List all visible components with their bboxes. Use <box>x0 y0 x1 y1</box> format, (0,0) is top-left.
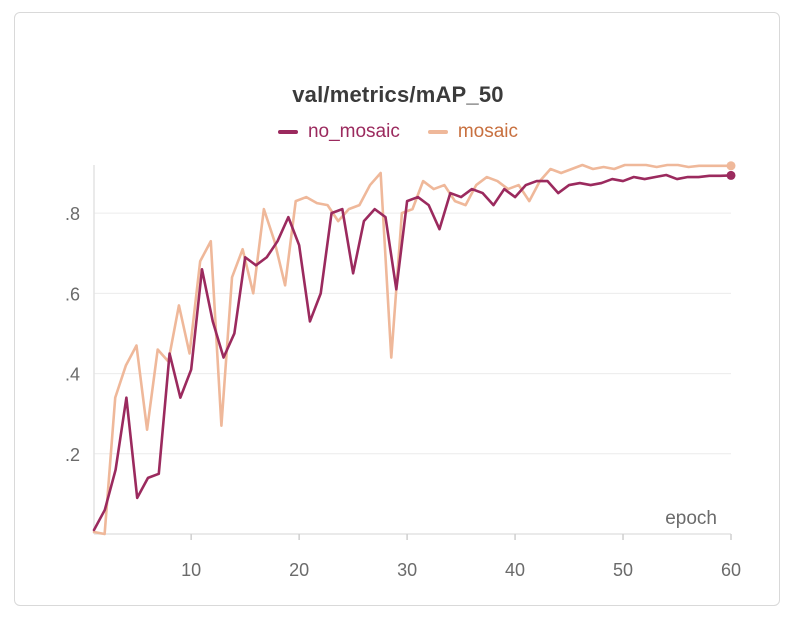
legend-item-no-mosaic[interactable]: no_mosaic <box>277 121 400 143</box>
x-tick-label: 10 <box>181 560 201 580</box>
y-tick-label: .4 <box>65 365 80 385</box>
x-axis-label: epoch <box>665 508 717 529</box>
y-tick-label: .2 <box>65 445 80 465</box>
end-marker-mosaic <box>726 161 736 171</box>
end-marker-no-mosaic <box>726 170 736 180</box>
series-lines <box>92 161 736 536</box>
x-tick-label: 20 <box>289 560 309 580</box>
x-tick-label: 50 <box>613 560 633 580</box>
y-tick-label: .8 <box>65 204 80 224</box>
chart-card <box>14 12 780 606</box>
series-line-mosaic <box>92 163 733 536</box>
legend-swatch-no-mosaic <box>277 130 298 134</box>
x-tick-label: 60 <box>721 560 741 580</box>
chart-legend: no_mosaic mosaic <box>0 121 796 143</box>
legend-swatch-mosaic <box>427 130 448 134</box>
chart-title: val/metrics/mAP_50 <box>292 82 504 107</box>
series-line-no-mosaic <box>92 173 733 532</box>
axes <box>93 165 732 540</box>
y-tick-label: .6 <box>65 284 80 304</box>
legend-item-mosaic[interactable]: mosaic <box>427 121 519 143</box>
legend-label-no-mosaic: no_mosaic <box>307 121 400 142</box>
x-tick-label: 40 <box>505 560 525 580</box>
grid-lines <box>94 212 731 455</box>
tick-labels: 10 20 30 40 50 60 .2 .4 .6 .8 epoch <box>65 204 741 580</box>
x-tick-label: 30 <box>397 560 417 580</box>
legend-label-mosaic: mosaic <box>457 121 519 142</box>
